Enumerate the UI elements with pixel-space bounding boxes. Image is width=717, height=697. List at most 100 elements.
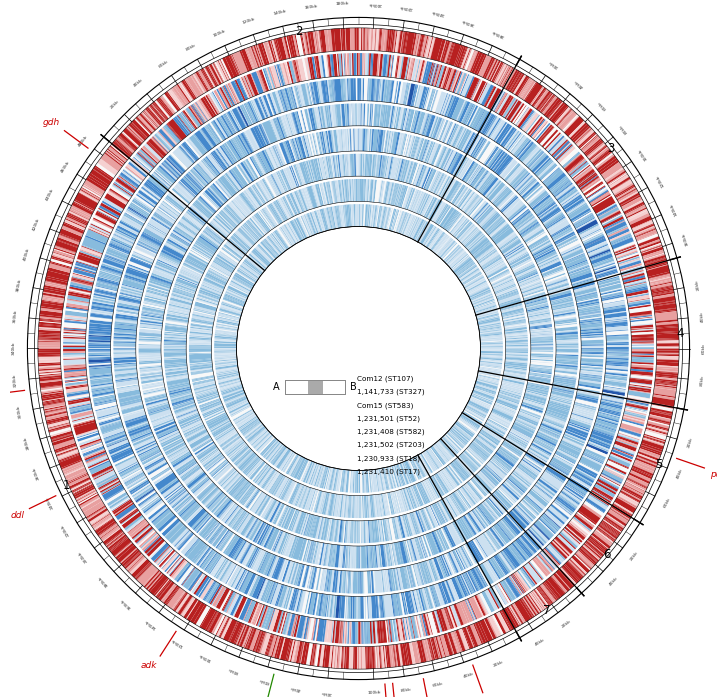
- Wedge shape: [252, 464, 267, 482]
- Wedge shape: [473, 509, 487, 528]
- Wedge shape: [537, 431, 559, 443]
- Wedge shape: [551, 225, 570, 236]
- Wedge shape: [374, 621, 378, 643]
- Wedge shape: [339, 545, 342, 567]
- Wedge shape: [222, 210, 237, 226]
- Wedge shape: [480, 330, 502, 334]
- Wedge shape: [540, 128, 556, 145]
- Wedge shape: [437, 473, 450, 492]
- Wedge shape: [237, 107, 247, 128]
- Wedge shape: [384, 519, 389, 541]
- Wedge shape: [310, 541, 316, 563]
- Wedge shape: [626, 206, 647, 217]
- Wedge shape: [82, 185, 102, 197]
- Wedge shape: [285, 36, 291, 58]
- Wedge shape: [207, 271, 227, 282]
- Wedge shape: [391, 106, 396, 128]
- Wedge shape: [516, 270, 538, 281]
- Wedge shape: [505, 335, 528, 337]
- Wedge shape: [442, 527, 452, 548]
- Wedge shape: [315, 568, 320, 590]
- Wedge shape: [483, 561, 497, 583]
- Wedge shape: [328, 105, 331, 128]
- Wedge shape: [168, 382, 190, 388]
- Wedge shape: [558, 110, 574, 128]
- Wedge shape: [211, 461, 229, 476]
- Wedge shape: [525, 82, 543, 105]
- Wedge shape: [530, 331, 553, 334]
- Wedge shape: [429, 506, 438, 526]
- Wedge shape: [285, 639, 292, 661]
- Wedge shape: [413, 590, 419, 612]
- Wedge shape: [469, 236, 486, 252]
- Wedge shape: [232, 51, 247, 75]
- Wedge shape: [342, 205, 345, 227]
- Wedge shape: [531, 338, 553, 340]
- Wedge shape: [293, 86, 300, 108]
- Wedge shape: [571, 210, 591, 222]
- Wedge shape: [139, 358, 161, 360]
- Wedge shape: [505, 246, 525, 259]
- Wedge shape: [256, 434, 272, 451]
- Wedge shape: [446, 497, 458, 516]
- Wedge shape: [144, 110, 159, 127]
- Wedge shape: [238, 598, 248, 619]
- Wedge shape: [527, 382, 549, 388]
- Wedge shape: [243, 224, 259, 240]
- Wedge shape: [293, 165, 300, 187]
- Wedge shape: [244, 260, 262, 275]
- Wedge shape: [632, 220, 652, 229]
- Wedge shape: [295, 485, 304, 506]
- Wedge shape: [479, 324, 501, 328]
- Wedge shape: [227, 507, 241, 526]
- Wedge shape: [497, 397, 518, 406]
- Wedge shape: [323, 518, 329, 540]
- Wedge shape: [207, 611, 218, 631]
- Wedge shape: [269, 444, 283, 462]
- Wedge shape: [115, 321, 137, 324]
- Wedge shape: [351, 204, 352, 227]
- Wedge shape: [39, 369, 61, 373]
- Wedge shape: [203, 282, 224, 291]
- Wedge shape: [95, 403, 117, 410]
- Wedge shape: [184, 505, 201, 522]
- Wedge shape: [479, 327, 501, 331]
- Wedge shape: [351, 596, 353, 619]
- Wedge shape: [371, 495, 374, 517]
- Wedge shape: [306, 84, 310, 105]
- Wedge shape: [298, 512, 306, 534]
- Wedge shape: [147, 573, 163, 590]
- Wedge shape: [269, 120, 278, 141]
- Wedge shape: [244, 223, 260, 240]
- Wedge shape: [217, 373, 239, 378]
- Wedge shape: [191, 205, 209, 221]
- Wedge shape: [466, 197, 481, 215]
- Wedge shape: [607, 512, 627, 526]
- Wedge shape: [648, 419, 670, 425]
- Wedge shape: [399, 212, 406, 233]
- Wedge shape: [70, 286, 92, 293]
- Wedge shape: [520, 110, 534, 129]
- Wedge shape: [576, 512, 595, 526]
- Wedge shape: [263, 208, 276, 227]
- Wedge shape: [214, 217, 232, 233]
- Wedge shape: [455, 459, 470, 476]
- Wedge shape: [217, 323, 239, 328]
- Wedge shape: [293, 537, 305, 560]
- Wedge shape: [419, 562, 427, 584]
- Wedge shape: [52, 252, 74, 259]
- Wedge shape: [272, 233, 285, 251]
- Wedge shape: [226, 396, 247, 406]
- Wedge shape: [247, 425, 264, 440]
- Wedge shape: [477, 141, 489, 160]
- Wedge shape: [391, 466, 399, 487]
- Wedge shape: [179, 413, 200, 425]
- Wedge shape: [260, 497, 272, 516]
- Wedge shape: [118, 299, 141, 304]
- Wedge shape: [267, 473, 280, 491]
- Wedge shape: [437, 583, 445, 604]
- Wedge shape: [473, 169, 486, 187]
- Wedge shape: [108, 247, 129, 256]
- Wedge shape: [566, 201, 586, 215]
- Wedge shape: [315, 491, 322, 513]
